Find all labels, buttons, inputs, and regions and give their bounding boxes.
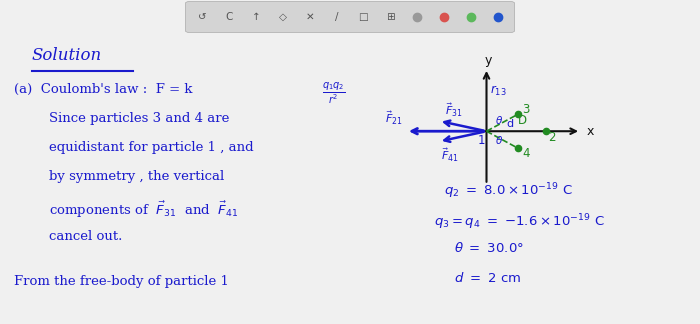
- Text: C: C: [225, 12, 233, 22]
- Text: $q_3 = q_4\ =\ {-1.6 \times 10^{-19}}\ \mathrm{C}$: $q_3 = q_4\ =\ {-1.6 \times 10^{-19}}\ \…: [434, 212, 605, 232]
- Text: $d\ =\ 2\ \mathrm{cm}$: $d\ =\ 2\ \mathrm{cm}$: [454, 271, 521, 284]
- Text: 2: 2: [548, 131, 556, 144]
- Text: 4: 4: [522, 147, 530, 160]
- FancyBboxPatch shape: [186, 2, 514, 32]
- Text: ✕: ✕: [305, 12, 314, 22]
- Text: components of  $\vec{F}_{31}$  and  $\vec{F}_{41}$: components of $\vec{F}_{31}$ and $\vec{F…: [49, 199, 238, 220]
- Text: $\vec{F}_{21}$: $\vec{F}_{21}$: [385, 110, 402, 127]
- Text: by symmetry , the vertical: by symmetry , the vertical: [49, 170, 224, 183]
- Text: ◇: ◇: [279, 12, 287, 22]
- Text: D: D: [518, 114, 527, 127]
- Text: /: /: [335, 12, 338, 22]
- Text: $\vec{F}_{41}$: $\vec{F}_{41}$: [441, 146, 458, 164]
- Text: ↺: ↺: [198, 12, 206, 22]
- Text: $\frac{q_1 q_2}{r^2}$: $\frac{q_1 q_2}{r^2}$: [322, 80, 346, 106]
- Text: y: y: [485, 54, 492, 67]
- Text: $\theta$: $\theta$: [495, 133, 503, 145]
- Text: (a)  Coulomb's law :  F = k: (a) Coulomb's law : F = k: [14, 83, 192, 96]
- Text: □: □: [358, 12, 368, 22]
- Text: $\theta$: $\theta$: [495, 114, 503, 126]
- Text: d: d: [506, 119, 513, 129]
- Text: Solution: Solution: [32, 47, 102, 64]
- Text: $\theta\ =\ 30.0°$: $\theta\ =\ 30.0°$: [454, 241, 524, 255]
- Text: $\vec{F}_{31}$: $\vec{F}_{31}$: [444, 102, 462, 119]
- Text: equidistant for particle 1 , and: equidistant for particle 1 , and: [49, 141, 253, 154]
- Text: Since particles 3 and 4 are: Since particles 3 and 4 are: [49, 112, 230, 125]
- Text: x: x: [587, 125, 594, 138]
- Text: ↑: ↑: [252, 12, 260, 22]
- Text: $r_{13}$: $r_{13}$: [490, 84, 507, 98]
- Text: $q_2\ =\ 8.0 \times 10^{-19}\ \mathrm{C}$: $q_2\ =\ 8.0 \times 10^{-19}\ \mathrm{C}…: [444, 181, 573, 201]
- Text: 1: 1: [478, 133, 486, 146]
- Text: 3: 3: [522, 103, 530, 116]
- Text: From the free-body of particle 1: From the free-body of particle 1: [14, 275, 229, 288]
- Text: ⊞: ⊞: [386, 12, 395, 22]
- Text: cancel out.: cancel out.: [49, 230, 122, 243]
